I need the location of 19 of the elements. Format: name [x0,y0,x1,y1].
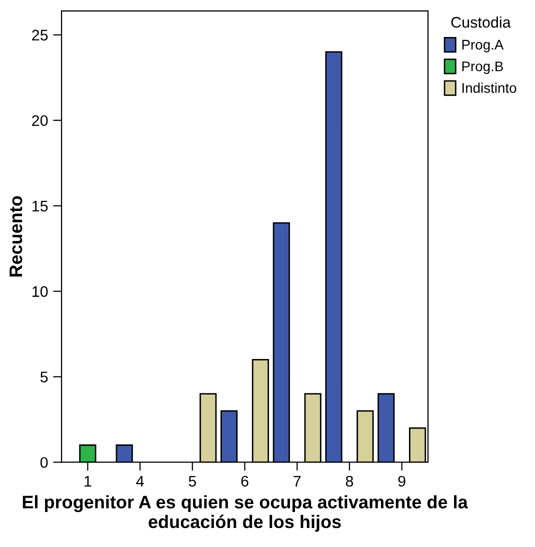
legend-title: Custodia [451,16,511,28]
x-tick-label: 7 [294,476,301,486]
legend-label: Prog.A [462,40,504,52]
x-tick-label: 9 [398,476,406,487]
y-tick-label: 15 [32,200,48,212]
x-axis-title: El progenitor A es quien se ocupa activamente de la educación de los hijos [22,495,468,532]
x-tick-label: 4 [136,476,144,486]
x-tick-label: 5 [188,476,196,487]
y-tick-label: 20 [32,115,48,126]
y-tick-label: 5 [40,372,48,382]
y-axis-title: Recuento [10,196,22,276]
y-tick-label: 0 [40,457,48,468]
x-tick-label: 8 [346,476,354,487]
y-tick-label: 25 [32,30,48,41]
legend-label: Indistinto [462,82,516,93]
x-tick-label: 1 [84,476,92,486]
y-tick-label: 10 [32,286,48,297]
x-tick-label: 6 [241,476,248,487]
legend-label: Prog.B [462,62,503,74]
